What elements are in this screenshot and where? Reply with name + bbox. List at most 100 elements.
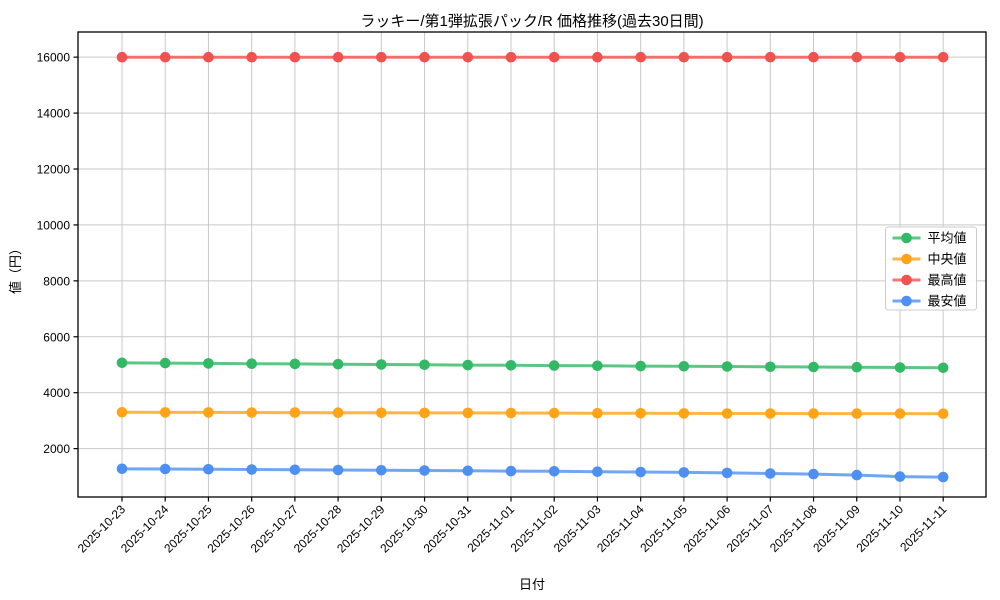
data-point-max bbox=[894, 51, 906, 63]
data-point-max bbox=[765, 51, 776, 63]
data-point-min bbox=[462, 465, 474, 477]
data-point-mean bbox=[462, 359, 474, 371]
data-point-median bbox=[851, 408, 863, 419]
data-point-min bbox=[592, 466, 603, 478]
data-point-max bbox=[332, 51, 344, 63]
data-point-max bbox=[635, 51, 646, 63]
data-point-mean bbox=[203, 358, 214, 369]
series-line-median bbox=[120, 410, 945, 416]
data-point-mean bbox=[505, 360, 517, 371]
data-point-max bbox=[592, 51, 603, 63]
data-point-median bbox=[116, 407, 128, 418]
data-point-mean bbox=[419, 359, 430, 371]
data-point-max bbox=[376, 51, 387, 63]
data-point-min bbox=[765, 468, 776, 479]
data-point-mean bbox=[937, 362, 949, 374]
data-point-mean bbox=[721, 361, 733, 372]
data-point-min bbox=[808, 468, 819, 480]
y-tick-label: 16000 bbox=[37, 51, 71, 65]
legend-label-median: 中央値 bbox=[928, 252, 967, 267]
data-point-min bbox=[894, 471, 906, 482]
chart-title: ラッキー/第1弾拡張パック/R 価格推移(過去30日間) bbox=[360, 12, 703, 30]
frame-layer bbox=[77, 31, 987, 498]
data-point-mean bbox=[765, 361, 776, 373]
y-tick-label: 10000 bbox=[37, 218, 71, 232]
legend-label-min: 最安値 bbox=[928, 294, 967, 309]
data-point-mean bbox=[246, 358, 257, 370]
data-point-median bbox=[203, 407, 214, 418]
data-point-mean bbox=[159, 357, 171, 369]
data-point-max bbox=[937, 51, 949, 63]
data-point-max bbox=[203, 51, 214, 63]
legend-label-max: 最高値 bbox=[928, 273, 967, 288]
data-point-median bbox=[289, 407, 301, 418]
data-point-mean bbox=[376, 359, 387, 370]
data-point-mean bbox=[548, 360, 560, 371]
data-point-max bbox=[721, 51, 733, 63]
series-layer bbox=[116, 51, 949, 483]
data-point-max bbox=[246, 51, 257, 63]
data-point-min bbox=[246, 464, 257, 475]
y-axis-label: 値（円） bbox=[8, 242, 23, 294]
tick-layer: 2000 4000 6000 8000 10000 12000 14000 16000 2025… bbox=[37, 51, 950, 556]
y-tick-label: 12000 bbox=[37, 163, 71, 177]
data-point-min bbox=[289, 464, 301, 476]
data-point-mean bbox=[635, 360, 646, 372]
data-point-max bbox=[678, 51, 690, 63]
series-line-mean bbox=[120, 361, 945, 370]
data-point-median bbox=[721, 408, 733, 419]
data-point-max bbox=[851, 51, 863, 63]
data-point-min bbox=[419, 465, 430, 476]
data-point-min bbox=[332, 464, 344, 476]
grid-layer bbox=[78, 32, 986, 497]
data-point-max bbox=[808, 51, 819, 63]
y-tick-label: 4000 bbox=[43, 386, 70, 400]
data-point-median bbox=[592, 407, 603, 419]
data-point-median bbox=[765, 408, 776, 419]
series-line-min bbox=[120, 467, 945, 479]
y-tick-label: 14000 bbox=[37, 107, 71, 121]
data-point-min bbox=[505, 465, 517, 477]
data-point-min bbox=[937, 471, 949, 483]
data-point-median bbox=[505, 407, 517, 419]
data-point-median bbox=[894, 408, 906, 419]
y-tick-label: 2000 bbox=[43, 442, 70, 456]
data-point-max bbox=[419, 51, 430, 63]
legend-marker-median bbox=[901, 253, 912, 265]
x-tick-label: 2025-11-11 bbox=[897, 502, 949, 554]
data-point-mean bbox=[332, 358, 344, 370]
data-point-max bbox=[116, 51, 128, 63]
data-point-max bbox=[505, 51, 517, 63]
data-point-median bbox=[548, 407, 560, 419]
data-point-mean bbox=[116, 357, 128, 369]
data-point-median bbox=[678, 408, 690, 419]
data-point-mean bbox=[592, 360, 603, 372]
legend-box bbox=[885, 226, 977, 311]
data-point-min bbox=[548, 466, 560, 477]
x-axis-label: 日付 bbox=[519, 577, 545, 592]
data-point-median bbox=[159, 407, 171, 418]
data-point-mean bbox=[808, 361, 819, 373]
y-tick-label: 6000 bbox=[43, 330, 70, 344]
legend-label-mean: 平均値 bbox=[928, 231, 967, 246]
legend-marker-mean bbox=[901, 232, 912, 244]
legend-marker-min bbox=[901, 295, 912, 307]
data-point-mean bbox=[678, 361, 690, 372]
data-point-max bbox=[289, 51, 301, 63]
data-point-min bbox=[203, 464, 214, 475]
data-point-max bbox=[548, 51, 560, 63]
data-point-min bbox=[159, 463, 171, 475]
data-point-min bbox=[635, 466, 646, 478]
data-point-mean bbox=[851, 361, 863, 373]
data-point-mean bbox=[894, 362, 906, 373]
data-point-mean bbox=[289, 358, 301, 370]
plot-frame bbox=[77, 31, 987, 498]
data-point-min bbox=[851, 469, 863, 481]
data-point-max bbox=[462, 51, 474, 63]
data-point-median bbox=[332, 407, 344, 419]
data-point-min bbox=[376, 465, 387, 476]
data-point-median bbox=[376, 407, 387, 419]
